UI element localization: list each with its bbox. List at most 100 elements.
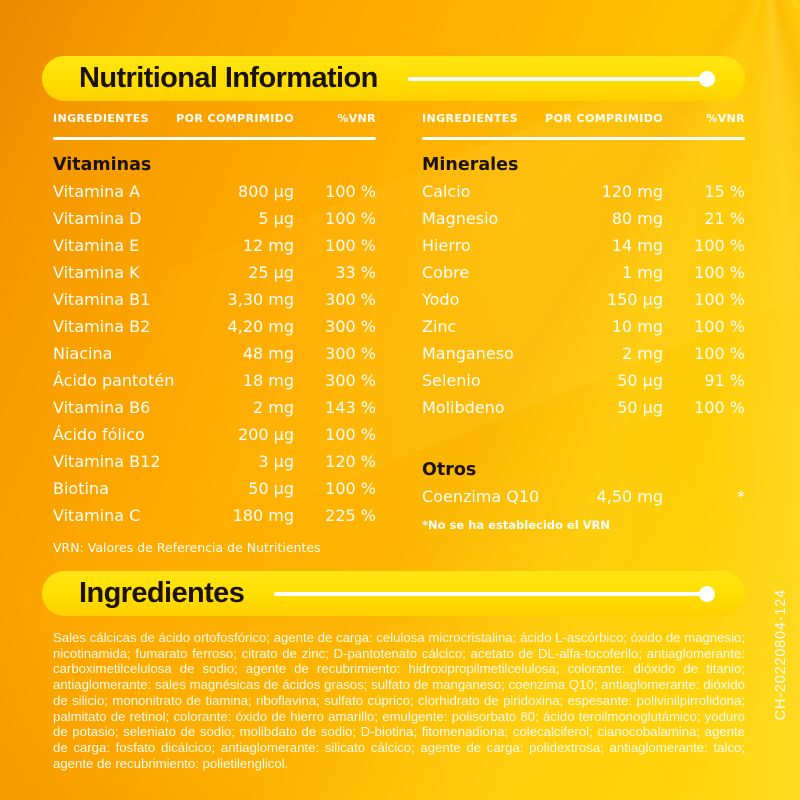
ingredient-amount: 50 µg bbox=[617, 371, 663, 390]
header-divider bbox=[422, 137, 745, 140]
ingredient-vnr: 100 % bbox=[694, 290, 745, 309]
ingredient-name: Manganeso bbox=[422, 344, 514, 363]
ingredient-name: Vitamina E bbox=[53, 236, 140, 255]
column-header-ingredient: INGREDIENTES bbox=[422, 112, 518, 125]
ingredient-amount: 50 µg bbox=[248, 479, 294, 498]
table-row: Vitamina A 800 µg 100 % bbox=[53, 178, 376, 205]
ingredient-vnr: 120 % bbox=[325, 452, 376, 471]
ingredient-vnr: 100 % bbox=[694, 317, 745, 336]
ingredient-vnr: 15 % bbox=[704, 182, 745, 201]
ingredient-vnr: 300 % bbox=[325, 290, 376, 309]
table-row: Vitamina C 180 mg 225 % bbox=[53, 502, 376, 529]
header-divider bbox=[53, 137, 376, 140]
ingredient-vnr: 100 % bbox=[325, 425, 376, 444]
ingredient-name: Vitamina B12 bbox=[53, 452, 161, 471]
ingredient-amount: 3,30 mg bbox=[227, 290, 294, 309]
ingredient-vnr: 100 % bbox=[694, 263, 745, 282]
vitamins-table-header: INGREDIENTES POR COMPRIMIDO %VNR bbox=[53, 112, 376, 128]
table-row: Vitamina B2 4,20 mg 300 % bbox=[53, 313, 376, 340]
ingredient-vnr: 225 % bbox=[325, 506, 376, 525]
ingredient-vnr: 21 % bbox=[704, 209, 745, 228]
header-line-dot-icon bbox=[699, 70, 715, 87]
ingredient-amount: 48 mg bbox=[242, 344, 294, 363]
ingredient-name: Vitamina B2 bbox=[53, 317, 151, 336]
ingredient-vnr: 33 % bbox=[335, 263, 376, 282]
ingredient-vnr: 100 % bbox=[694, 344, 745, 363]
table-row: Vitamina B6 2 mg 143 % bbox=[53, 394, 376, 421]
ingredient-amount: 1 mg bbox=[621, 263, 663, 282]
table-row: Coenzima Q10 4,50 mg * bbox=[422, 483, 745, 510]
ingredient-amount: 25 µg bbox=[248, 263, 294, 282]
ingredient-vnr: 300 % bbox=[325, 371, 376, 390]
ingredient-vnr: 100 % bbox=[325, 182, 376, 201]
ingredient-name: Selenio bbox=[422, 371, 481, 390]
minerals-table: INGREDIENTES POR COMPRIMIDO %VNR Mineral… bbox=[422, 112, 745, 555]
ingredient-name: Yodo bbox=[422, 290, 460, 309]
ingredient-name: Ácido fólico bbox=[53, 425, 145, 444]
nutrition-tables: INGREDIENTES POR COMPRIMIDO %VNR Vitamin… bbox=[53, 112, 745, 555]
table-row: Selenio 50 µg 91 % bbox=[422, 367, 745, 394]
table-row: Manganeso 2 mg 100 % bbox=[422, 340, 745, 367]
vitamins-table: INGREDIENTES POR COMPRIMIDO %VNR Vitamin… bbox=[53, 112, 376, 555]
column-header-per-tablet: POR COMPRIMIDO bbox=[176, 112, 294, 125]
table-row: Vitamina B1 3,30 mg 300 % bbox=[53, 286, 376, 313]
others-section-title: Otros bbox=[422, 460, 477, 480]
table-row: Biotina 50 µg 100 % bbox=[53, 475, 376, 502]
ingredient-amount: 14 mg bbox=[611, 236, 663, 255]
vrn-asterisk-footnote: *No se ha establecido el VRN bbox=[422, 518, 611, 532]
ingredient-amount: 150 µg bbox=[607, 290, 663, 309]
header-line-dot-icon bbox=[699, 585, 715, 602]
ingredient-name: Calcio bbox=[422, 182, 471, 201]
ingredient-name: Zinc bbox=[422, 317, 457, 336]
column-header-vnr: %VNR bbox=[706, 112, 745, 125]
ingredient-name: Vitamina A bbox=[53, 182, 141, 201]
table-row: Vitamina E 12 mg 100 % bbox=[53, 232, 376, 259]
ingredient-vnr: 300 % bbox=[325, 344, 376, 363]
ingredient-vnr: 100 % bbox=[325, 236, 376, 255]
ingredient-amount: 2 mg bbox=[621, 344, 663, 363]
ingredient-amount: 3 µg bbox=[258, 452, 294, 471]
table-row: Molibdeno 50 µg 100 % bbox=[422, 394, 745, 421]
table-row: Calcio 120 mg 15 % bbox=[422, 178, 745, 205]
ingredient-amount: 5 µg bbox=[258, 209, 294, 228]
ingredient-amount: 2 mg bbox=[252, 398, 294, 417]
ingredient-amount: 200 µg bbox=[238, 425, 294, 444]
ingredient-name: Vitamina B1 bbox=[53, 290, 151, 309]
ingredient-vnr: 100 % bbox=[325, 479, 376, 498]
ingredient-amount: 800 µg bbox=[238, 182, 294, 201]
table-row: Zinc 10 mg 100 % bbox=[422, 313, 745, 340]
header-line bbox=[407, 76, 701, 81]
table-row: Vitamina B12 3 µg 120 % bbox=[53, 448, 376, 475]
ingredient-name: Cobre bbox=[422, 263, 470, 282]
ingredient-name: Vitamina K bbox=[53, 263, 140, 282]
ingredient-name: Niacina bbox=[53, 344, 113, 363]
table-row: Ácido pantoténico 18 mg 300 % bbox=[53, 367, 376, 394]
ingredient-amount: 12 mg bbox=[242, 236, 294, 255]
nutrition-header-pill: Nutritional Information bbox=[42, 56, 745, 101]
column-header-ingredient: INGREDIENTES bbox=[53, 112, 149, 125]
nutrition-header-title: Nutritional Information bbox=[79, 62, 378, 94]
ingredient-amount: 180 mg bbox=[232, 506, 294, 525]
ingredient-amount: 10 mg bbox=[611, 317, 663, 336]
ingredient-amount: 18 mg bbox=[242, 371, 294, 390]
table-row: Cobre 1 mg 100 % bbox=[422, 259, 745, 286]
vrn-reference-note: VRN: Valores de Referencia de Nutritient… bbox=[53, 540, 321, 555]
ingredient-name: Coenzima Q10 bbox=[422, 487, 540, 506]
ingredient-vnr: * bbox=[737, 487, 745, 506]
minerals-table-header: INGREDIENTES POR COMPRIMIDO %VNR bbox=[422, 112, 745, 128]
table-row: Vitamina K 25 µg 33 % bbox=[53, 259, 376, 286]
ingredient-amount: 120 mg bbox=[601, 182, 663, 201]
ingredient-vnr: 91 % bbox=[704, 371, 745, 390]
column-header-per-tablet: POR COMPRIMIDO bbox=[545, 112, 663, 125]
table-row: Ácido fólico 200 µg 100 % bbox=[53, 421, 376, 448]
vitamins-rows: Vitamina A 800 µg 100 % Vitamina D 5 µg … bbox=[53, 178, 376, 529]
ingredient-name: Vitamina C bbox=[53, 506, 141, 525]
ingredient-amount: 80 mg bbox=[611, 209, 663, 228]
ingredient-amount: 4,50 mg bbox=[596, 487, 663, 506]
ingredient-name: Vitamina B6 bbox=[53, 398, 151, 417]
batch-code: CH-20220804-124 bbox=[773, 589, 789, 721]
ingredient-amount: 50 µg bbox=[617, 398, 663, 417]
table-row: Magnesio 80 mg 21 % bbox=[422, 205, 745, 232]
ingredient-name: Hierro bbox=[422, 236, 471, 255]
